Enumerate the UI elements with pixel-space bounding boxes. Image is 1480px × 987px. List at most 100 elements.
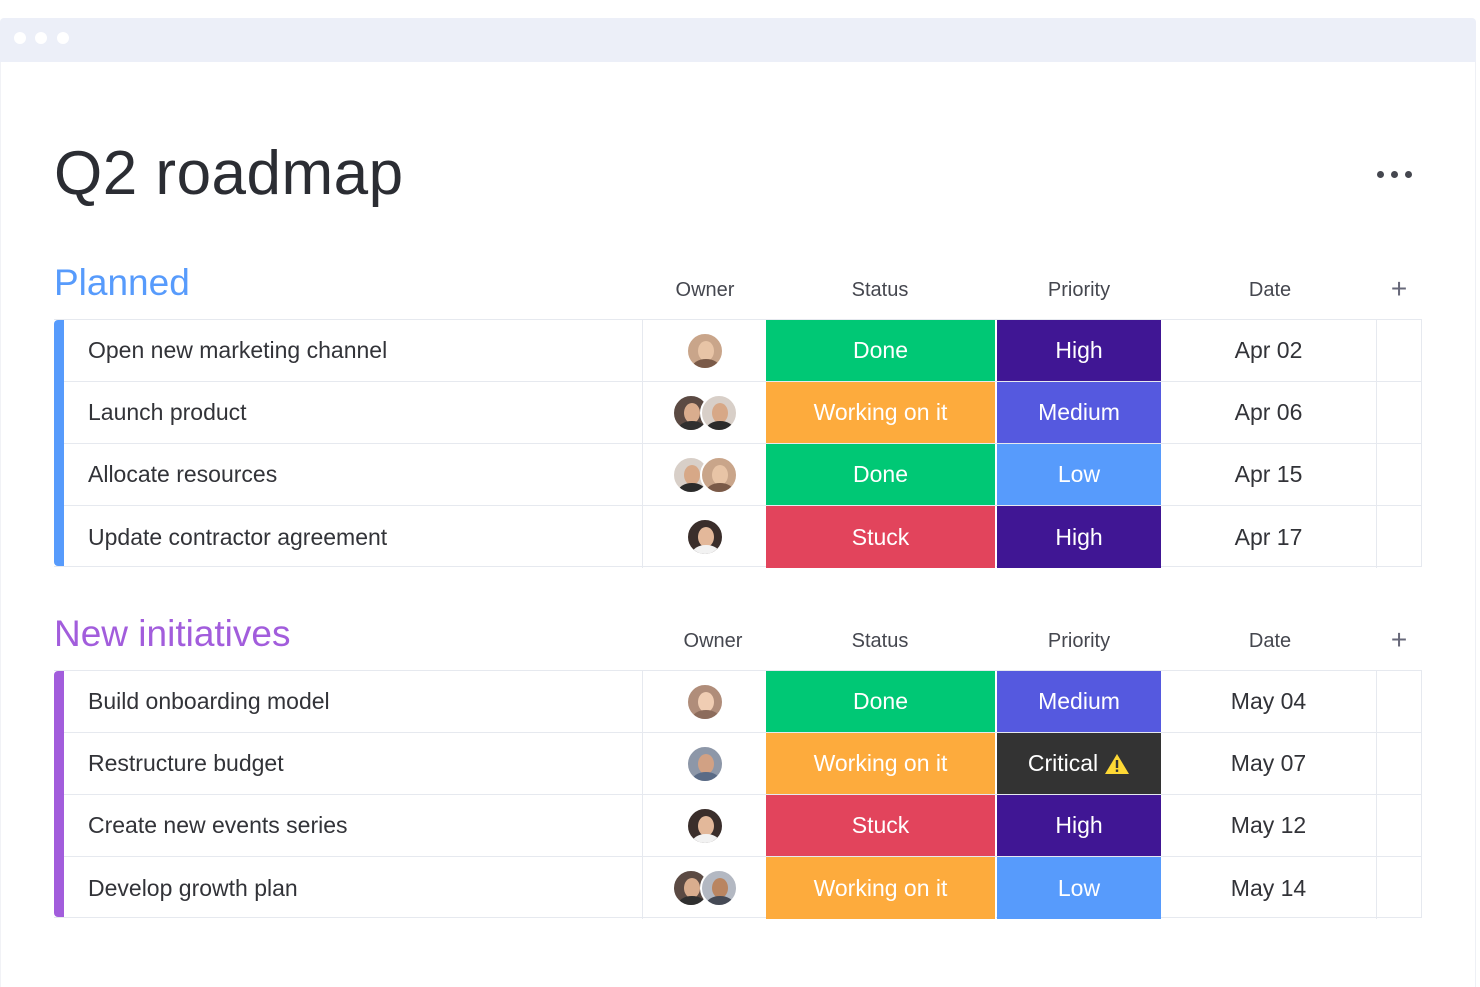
column-header-owner[interactable]: Owner bbox=[675, 279, 735, 301]
priority-label: Critical bbox=[1027, 750, 1099, 776]
item-name-cell[interactable]: Allocate resources bbox=[64, 444, 643, 505]
status-label: Working on it bbox=[813, 874, 948, 901]
avatar[interactable] bbox=[699, 455, 738, 494]
status-label: Stuck bbox=[851, 523, 910, 550]
add-column-button[interactable]: + bbox=[1390, 273, 1408, 304]
date-cell[interactable]: May 12 bbox=[1161, 795, 1377, 856]
group-color-bar bbox=[54, 671, 64, 917]
window-title-bar bbox=[0, 18, 1476, 62]
priority-label: Low bbox=[1057, 461, 1101, 487]
owner-cell[interactable] bbox=[643, 733, 766, 794]
date-cell[interactable]: May 14 bbox=[1161, 857, 1377, 919]
group-table: Build onboarding model Done Medium May 04 Re… bbox=[54, 670, 1422, 919]
avatar[interactable] bbox=[685, 331, 724, 370]
priority-cell[interactable]: High bbox=[997, 506, 1161, 568]
table-row[interactable]: Build onboarding model Done Medium May 04 bbox=[64, 671, 1421, 733]
owner-cell[interactable] bbox=[643, 320, 766, 381]
priority-label: Medium bbox=[1038, 399, 1120, 425]
avatar[interactable] bbox=[685, 682, 724, 721]
priority-cell[interactable]: Low bbox=[997, 444, 1161, 505]
status-label: Working on it bbox=[813, 750, 948, 776]
item-name-cell[interactable]: Build onboarding model bbox=[64, 671, 643, 732]
warning-icon bbox=[1104, 753, 1130, 775]
avatar[interactable] bbox=[671, 455, 710, 494]
window-dot-icon bbox=[57, 32, 69, 44]
item-name-cell[interactable]: Create new events series bbox=[64, 795, 643, 856]
item-name-cell[interactable]: Open new marketing channel bbox=[64, 320, 643, 381]
table-row[interactable]: Launch product Working on it Medium Apr 06 bbox=[64, 382, 1421, 444]
add-column-button[interactable]: + bbox=[1390, 624, 1408, 655]
owner-cell[interactable] bbox=[643, 795, 766, 856]
item-name-cell[interactable]: Restructure budget bbox=[64, 733, 643, 794]
item-name-cell[interactable]: Update contractor agreement bbox=[64, 506, 643, 568]
column-header-date[interactable]: Date bbox=[1248, 279, 1292, 301]
priority-cell[interactable]: Critical bbox=[997, 733, 1161, 794]
avatar[interactable] bbox=[699, 393, 738, 432]
owner-cell[interactable] bbox=[643, 671, 766, 732]
table-row[interactable]: Create new events series Stuck High May 12 bbox=[64, 795, 1421, 857]
status-cell[interactable]: Working on it bbox=[766, 382, 996, 443]
date-cell[interactable]: Apr 17 bbox=[1161, 506, 1377, 568]
date-cell[interactable]: May 04 bbox=[1161, 671, 1377, 732]
empty-cell bbox=[1377, 795, 1421, 856]
window-dot-icon bbox=[14, 32, 26, 44]
date-cell[interactable]: Apr 06 bbox=[1161, 382, 1377, 443]
date-cell[interactable]: Apr 02 bbox=[1161, 320, 1377, 381]
window-dot-icon bbox=[35, 32, 47, 44]
group-table: Open new marketing channel Done High Apr 02… bbox=[54, 319, 1422, 568]
avatar[interactable] bbox=[699, 869, 738, 907]
column-header-owner[interactable]: Owner bbox=[683, 630, 743, 652]
date-cell[interactable]: May 07 bbox=[1161, 733, 1377, 794]
empty-cell bbox=[1377, 857, 1421, 919]
status-label: Working on it bbox=[813, 399, 948, 425]
avatar[interactable] bbox=[685, 518, 724, 556]
column-header-priority[interactable]: Priority bbox=[1047, 630, 1111, 652]
owner-cell[interactable] bbox=[643, 382, 766, 443]
avatar[interactable] bbox=[685, 744, 724, 783]
status-cell[interactable]: Stuck bbox=[766, 795, 996, 856]
status-label: Done bbox=[853, 461, 908, 487]
priority-cell[interactable]: Low bbox=[997, 857, 1161, 919]
more-options-icon[interactable] bbox=[1366, 156, 1422, 192]
empty-cell bbox=[1377, 444, 1421, 505]
priority-label: Medium bbox=[1038, 688, 1120, 714]
owner-cell[interactable] bbox=[643, 444, 766, 505]
table-row[interactable]: Develop growth plan Working on it Low May 1… bbox=[64, 857, 1421, 919]
group-title[interactable]: Planned bbox=[54, 262, 190, 303]
status-cell[interactable]: Working on it bbox=[766, 733, 996, 794]
item-name-cell[interactable]: Develop growth plan bbox=[64, 857, 643, 919]
table-row[interactable]: Allocate resources Done Low Apr 15 bbox=[64, 444, 1421, 506]
empty-cell bbox=[1377, 671, 1421, 732]
priority-cell[interactable]: High bbox=[997, 320, 1161, 381]
empty-cell bbox=[1377, 320, 1421, 381]
priority-label: High bbox=[1055, 337, 1103, 363]
status-cell[interactable]: Stuck bbox=[766, 506, 996, 568]
status-label: Done bbox=[853, 337, 908, 363]
group-title[interactable]: New initiatives bbox=[54, 613, 291, 654]
priority-cell[interactable]: Medium bbox=[997, 671, 1161, 732]
priority-label: High bbox=[1055, 523, 1103, 550]
priority-cell[interactable]: High bbox=[997, 795, 1161, 856]
priority-cell[interactable]: Medium bbox=[997, 382, 1161, 443]
date-cell[interactable]: Apr 15 bbox=[1161, 444, 1377, 505]
status-cell[interactable]: Done bbox=[766, 320, 996, 381]
item-name-cell[interactable]: Launch product bbox=[64, 382, 643, 443]
empty-cell bbox=[1377, 506, 1421, 568]
status-cell[interactable]: Done bbox=[766, 671, 996, 732]
column-header-status[interactable]: Status bbox=[851, 279, 909, 301]
table-row[interactable]: Open new marketing channel Done High Apr 02 bbox=[64, 320, 1421, 382]
column-header-priority[interactable]: Priority bbox=[1047, 279, 1111, 301]
group-color-bar bbox=[54, 320, 64, 566]
page-title: Q2 roadmap bbox=[54, 139, 404, 208]
owner-cell[interactable] bbox=[643, 857, 766, 919]
status-cell[interactable]: Done bbox=[766, 444, 996, 505]
table-row[interactable]: Restructure budget Working on it Critical M… bbox=[64, 733, 1421, 795]
status-cell[interactable]: Working on it bbox=[766, 857, 996, 919]
owner-cell[interactable] bbox=[643, 506, 766, 568]
column-header-status[interactable]: Status bbox=[851, 630, 909, 652]
status-label: Done bbox=[853, 688, 908, 714]
table-row[interactable]: Update contractor agreement Stuck High Apr … bbox=[64, 506, 1421, 568]
column-header-date[interactable]: Date bbox=[1248, 630, 1292, 652]
empty-cell bbox=[1377, 733, 1421, 794]
avatar[interactable] bbox=[685, 806, 724, 845]
